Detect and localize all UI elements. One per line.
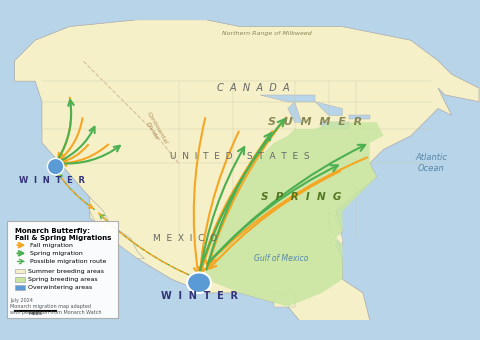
Text: Possible migration route: Possible migration route: [30, 259, 107, 264]
Text: Gulf of Mexico: Gulf of Mexico: [254, 254, 308, 263]
Text: Fall migration: Fall migration: [30, 243, 73, 248]
Text: U  N  I  T  E  D     S  T  A  T  E  S: U N I T E D S T A T E S: [170, 152, 310, 161]
Text: Northern Range of Milkweed: Northern Range of Milkweed: [222, 31, 312, 36]
Text: Spring migration: Spring migration: [30, 251, 83, 256]
Text: Atlantic
Ocean: Atlantic Ocean: [415, 153, 447, 173]
Polygon shape: [14, 20, 479, 340]
Polygon shape: [329, 211, 342, 245]
Bar: [14, 277, 25, 282]
Text: Monarch Butterfly:
Fall & Spring Migrations: Monarch Butterfly: Fall & Spring Migrati…: [14, 228, 111, 241]
Bar: [14, 285, 25, 290]
Text: W  I  N  T  E  R: W I N T E R: [19, 176, 85, 185]
Bar: [14, 269, 25, 273]
Text: July 2024
Monarch migration map adapted
with permission from Monarch Watch: July 2024 Monarch migration map adapted …: [10, 298, 101, 315]
Polygon shape: [206, 122, 384, 307]
Polygon shape: [90, 197, 144, 259]
Polygon shape: [274, 293, 295, 307]
Text: C  A  N  A  D  A: C A N A D A: [217, 83, 290, 93]
Text: Miles: Miles: [28, 311, 42, 316]
FancyBboxPatch shape: [7, 221, 118, 318]
Polygon shape: [315, 102, 342, 115]
Text: Overwintering areas: Overwintering areas: [28, 285, 93, 290]
Polygon shape: [261, 95, 315, 102]
Text: M  E  X  I  C  O: M E X I C O: [153, 234, 217, 243]
Text: W  I  N  T  E  R: W I N T E R: [160, 291, 238, 301]
Text: Summer breeding areas: Summer breeding areas: [28, 269, 104, 274]
Text: Spring breeding areas: Spring breeding areas: [28, 277, 98, 282]
Text: S  U  M  M  E  R: S U M M E R: [268, 117, 362, 127]
Polygon shape: [288, 102, 301, 122]
Circle shape: [48, 158, 64, 175]
Text: S  P  R  I  N  G: S P R I N G: [261, 192, 342, 202]
Ellipse shape: [187, 272, 211, 293]
Polygon shape: [349, 115, 370, 119]
Polygon shape: [322, 122, 349, 129]
Text: Continental
Divide: Continental Divide: [141, 110, 168, 148]
